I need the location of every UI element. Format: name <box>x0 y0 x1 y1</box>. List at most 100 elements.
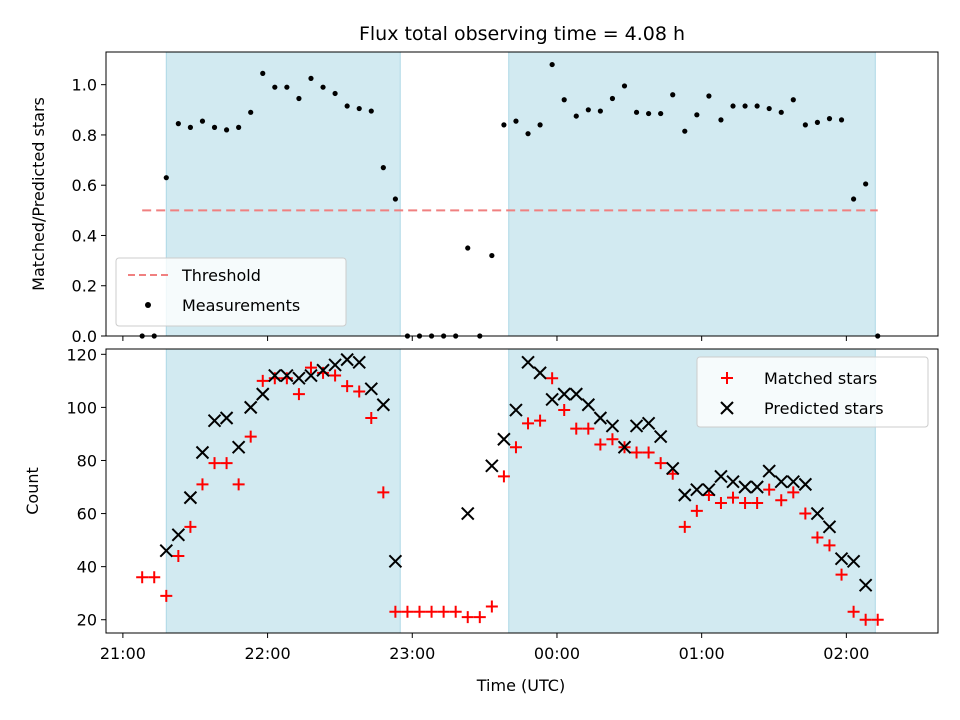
bottom-legend: Matched stars Predicted stars <box>696 356 929 428</box>
matched-star-point <box>654 457 667 470</box>
matched-star-point <box>244 430 257 443</box>
matched-star-point <box>196 478 209 491</box>
measurement-point <box>501 122 507 128</box>
predicted-star-point <box>521 355 535 369</box>
predicted-star-point <box>219 411 234 425</box>
measurement-point <box>670 92 676 98</box>
bottom-x-axis: 21:00 22:00 23:00 00:00 01:00 02:00 <box>100 633 869 663</box>
predicted-star-point <box>738 480 752 494</box>
predicted-star-point <box>231 440 246 454</box>
legend-matched-swatch <box>721 372 733 384</box>
bottom-panel-counts: 20 40 60 80 100 120 21:00 22:00 23:00 00:00 01:00… <box>23 345 939 695</box>
predicted-star-point <box>581 398 596 412</box>
legend-measurement-label: Measurements <box>182 296 300 315</box>
measurement-point <box>838 117 845 123</box>
measurement-point <box>537 122 543 128</box>
top-y-axis: 0.0 0.2 0.4 0.6 0.8 1.0 <box>72 76 106 346</box>
predicted-star-point <box>195 445 210 460</box>
predicted-star-point <box>159 544 173 558</box>
matched-star-point <box>509 441 522 454</box>
matched-star-point <box>606 433 619 446</box>
predicted-star-point <box>171 528 186 542</box>
predicted-star-point <box>376 398 391 412</box>
matched-star-point <box>473 611 486 624</box>
bottom-y-tick-label: 20 <box>77 611 97 630</box>
predicted-star-point <box>726 475 740 489</box>
predicted-star-point <box>678 488 692 502</box>
top-panel-ratio: 0.0 0.2 0.4 0.6 0.8 1.0 Matched/Predicted sta… <box>29 51 939 346</box>
matched-star-point <box>353 385 366 398</box>
matched-star-point <box>377 486 390 499</box>
measurement-point <box>284 84 290 90</box>
predicted-star-point <box>340 352 354 367</box>
predicted-star-point <box>750 480 764 494</box>
measurement-point <box>489 252 495 259</box>
predicted-star-point <box>304 368 318 383</box>
predicted-star-point <box>605 419 620 433</box>
measurement-point <box>248 109 254 115</box>
measurement-point <box>682 128 688 134</box>
top-shaded-region-1 <box>508 52 876 336</box>
predicted-star-point <box>388 554 403 569</box>
top-panel-frame <box>105 51 939 337</box>
matched-star-point <box>208 457 221 470</box>
bottom-panel-frame <box>105 348 939 634</box>
predicted-star-point <box>328 358 342 372</box>
measurement-point <box>163 175 169 181</box>
top-x-ticks <box>122 336 847 341</box>
matched-star-point <box>751 496 764 509</box>
bottom-x-tick-label: 01:00 <box>679 644 725 663</box>
predicted-star-point <box>292 371 306 385</box>
measurement-point <box>850 196 857 202</box>
matched-star-point <box>437 605 450 618</box>
measurement-point <box>609 95 616 102</box>
bottom-y-tick-label: 80 <box>77 451 97 470</box>
bottom-x-tick-label: 21:00 <box>100 644 146 663</box>
legend-matched-label: Matched stars <box>764 369 877 388</box>
matched-star-point <box>835 568 848 581</box>
measurement-point <box>718 117 724 123</box>
predicted-star-point <box>629 419 644 433</box>
matched-star-point <box>461 611 474 624</box>
bottom-y-tick-label: 120 <box>66 345 97 364</box>
matched-star-point <box>811 531 824 544</box>
matched-star-point <box>739 496 752 509</box>
bottom-legend-box <box>696 356 929 428</box>
predicted-star-point <box>243 400 258 415</box>
matched-star-point <box>534 414 547 427</box>
matched-star-point <box>763 483 776 496</box>
predicted-star-point <box>810 506 825 521</box>
measurement-point <box>332 90 338 97</box>
matched-star-point <box>775 494 788 507</box>
predicted-stars-points <box>159 352 873 592</box>
matched-star-point <box>690 504 703 517</box>
measurement-point <box>356 105 362 112</box>
matched-star-point <box>401 605 414 618</box>
top-y-tick-label: 0.0 <box>72 327 97 346</box>
matched-stars-points <box>136 361 884 626</box>
bottom-y-tick-label: 100 <box>66 398 97 417</box>
measurement-point <box>802 122 808 128</box>
top-y-tick-label: 0.4 <box>72 226 97 245</box>
measurement-point <box>597 108 603 114</box>
matched-star-point <box>714 496 727 509</box>
matched-star-point <box>485 600 498 613</box>
predicted-star-point <box>485 459 499 473</box>
predicted-star-point <box>858 578 873 592</box>
x-axis-label: Time (UTC) <box>476 676 565 695</box>
legend-predicted-swatch <box>720 401 734 415</box>
bottom-x-tick-label: 00:00 <box>534 644 580 663</box>
matched-star-point <box>847 605 860 618</box>
predicted-star-point <box>593 411 608 425</box>
predicted-star-point <box>641 416 656 431</box>
top-y-axis-label: Matched/Predicted stars <box>29 97 48 291</box>
top-y-tick-label: 0.2 <box>72 277 97 296</box>
legend-measurement-swatch <box>145 302 151 308</box>
top-legend: Threshold Measurements <box>115 257 347 327</box>
measurement-point <box>320 84 326 90</box>
measurement-point <box>465 245 471 251</box>
matched-star-point <box>304 361 317 374</box>
predicted-star-point <box>280 368 294 383</box>
bottom-shaded-region-0 <box>166 349 401 633</box>
bottom-x-tick-label: 22:00 <box>245 644 291 663</box>
